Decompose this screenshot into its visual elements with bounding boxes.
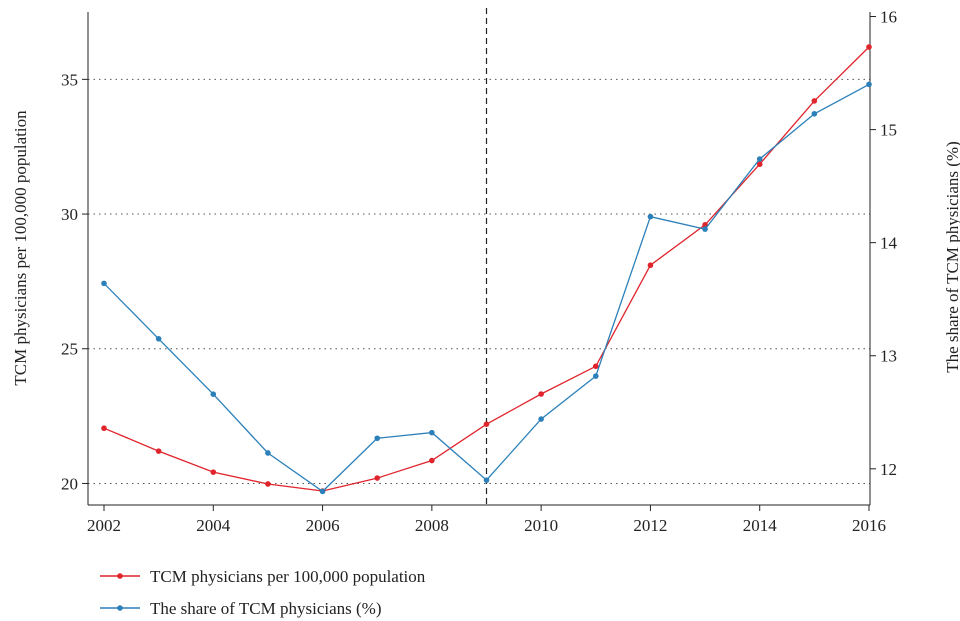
series-1-point-7 (483, 477, 490, 483)
series-layer (101, 44, 872, 495)
series-0-point-11 (702, 222, 708, 228)
x-tick-label-0: 2002 (87, 516, 121, 535)
series-1-point-0 (101, 280, 107, 287)
series-0-point-6 (429, 457, 435, 464)
y-left-tick-label-1: 25 (61, 340, 78, 359)
series-1-point-2 (210, 391, 217, 397)
series-1-point-11 (702, 226, 708, 232)
series-1-point-6 (429, 429, 435, 436)
series-1-point-9 (592, 373, 599, 379)
series-0-point-8 (538, 391, 544, 397)
x-tick-label-6: 2014 (743, 516, 778, 535)
series-1-point-13 (811, 110, 818, 117)
y-right-tick-label-3: 15 (880, 121, 897, 140)
x-tick-label-3: 2008 (415, 516, 449, 535)
legend-label-series-1: The share of TCM physicians (%) (150, 599, 382, 618)
x-tick-label-7: 2016 (852, 516, 886, 535)
series-0-point-9 (592, 363, 599, 370)
series-0-point-10 (647, 262, 654, 269)
y-right-tick-label-1: 13 (880, 347, 897, 366)
y-axis-right-label: The share of TCM physicians (%) (943, 141, 960, 373)
series-1-point-1 (155, 335, 162, 342)
series-0-point-12 (756, 161, 763, 168)
y-left-tick-label-3: 35 (61, 70, 78, 89)
series-1-point-4 (319, 488, 326, 495)
x-tick-label-4: 2010 (524, 516, 558, 535)
series-1-point-10 (647, 213, 654, 220)
y-axis-left-label: TCM physicians per 100,000 population (11, 110, 30, 386)
legend-swatch-dot-series-1 (117, 605, 123, 611)
x-tick-label-5: 2012 (633, 516, 667, 535)
series-1-point-3 (265, 450, 271, 456)
y-right-tick-label-2: 14 (880, 234, 898, 253)
y-left-tick-label-0: 20 (61, 474, 78, 493)
grid-lines (88, 78, 870, 484)
legend-label-series-0: TCM physicians per 100,000 population (150, 567, 426, 586)
series-1-point-5 (374, 435, 381, 442)
x-tick-label-2: 2006 (306, 516, 340, 535)
series-0-point-2 (210, 469, 217, 475)
series-0-point-7 (483, 421, 490, 427)
series-0-point-13 (811, 98, 818, 104)
axes: 20 25 30 35 12 13 14 15 16 2002 2004 2006 2008 2010 20… (61, 8, 898, 535)
series-1-point-14 (866, 81, 872, 88)
series-1-point-8 (538, 416, 544, 422)
axis-labels: TCM physicians per 100,000 population Th… (11, 110, 960, 386)
legend: TCM physicians per 100,000 population Th… (100, 567, 426, 618)
x-tick-label-1: 2004 (196, 516, 231, 535)
series-0-point-3 (265, 481, 271, 487)
y-left-tick-label-2: 30 (61, 205, 78, 224)
series-1-point-12 (756, 156, 763, 162)
series-0-point-5 (374, 475, 381, 481)
series-0-point-14 (866, 44, 872, 50)
legend-swatch-dot-series-0 (117, 573, 123, 579)
series-0-point-0 (101, 425, 107, 432)
y-right-tick-label-4: 16 (880, 8, 897, 27)
series-0-point-1 (155, 448, 162, 454)
y-right-tick-label-0: 12 (880, 460, 897, 479)
